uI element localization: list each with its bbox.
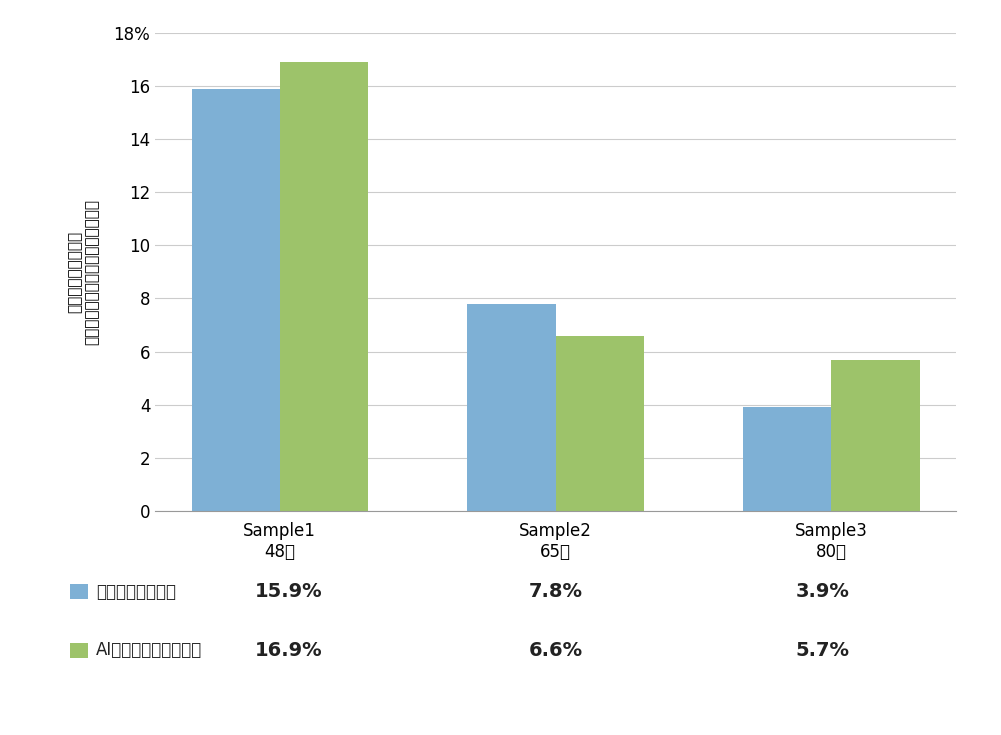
Bar — [743, 407, 831, 511]
Text: 従来法による解析: 従来法による解析 — [96, 583, 176, 600]
Text: 16.9%: 16.9% — [255, 641, 322, 660]
Bar — [556, 336, 644, 511]
Bar — [831, 359, 920, 511]
Y-axis label: 表皮幹細胞率（％）
（表皮幹細胞数／総基底層細胞数）: 表皮幹細胞率（％） （表皮幹細胞数／総基底層細胞数） — [67, 199, 100, 345]
Text: 5.7%: 5.7% — [796, 641, 850, 660]
Bar — [467, 304, 556, 511]
Text: 6.6%: 6.6% — [529, 641, 583, 660]
Bar — [280, 62, 368, 511]
Bar — [191, 89, 280, 511]
Text: AIシステムによる解析: AIシステムによる解析 — [96, 642, 202, 659]
Text: 15.9%: 15.9% — [255, 582, 322, 601]
Text: 3.9%: 3.9% — [796, 582, 850, 601]
Text: 7.8%: 7.8% — [529, 582, 583, 601]
